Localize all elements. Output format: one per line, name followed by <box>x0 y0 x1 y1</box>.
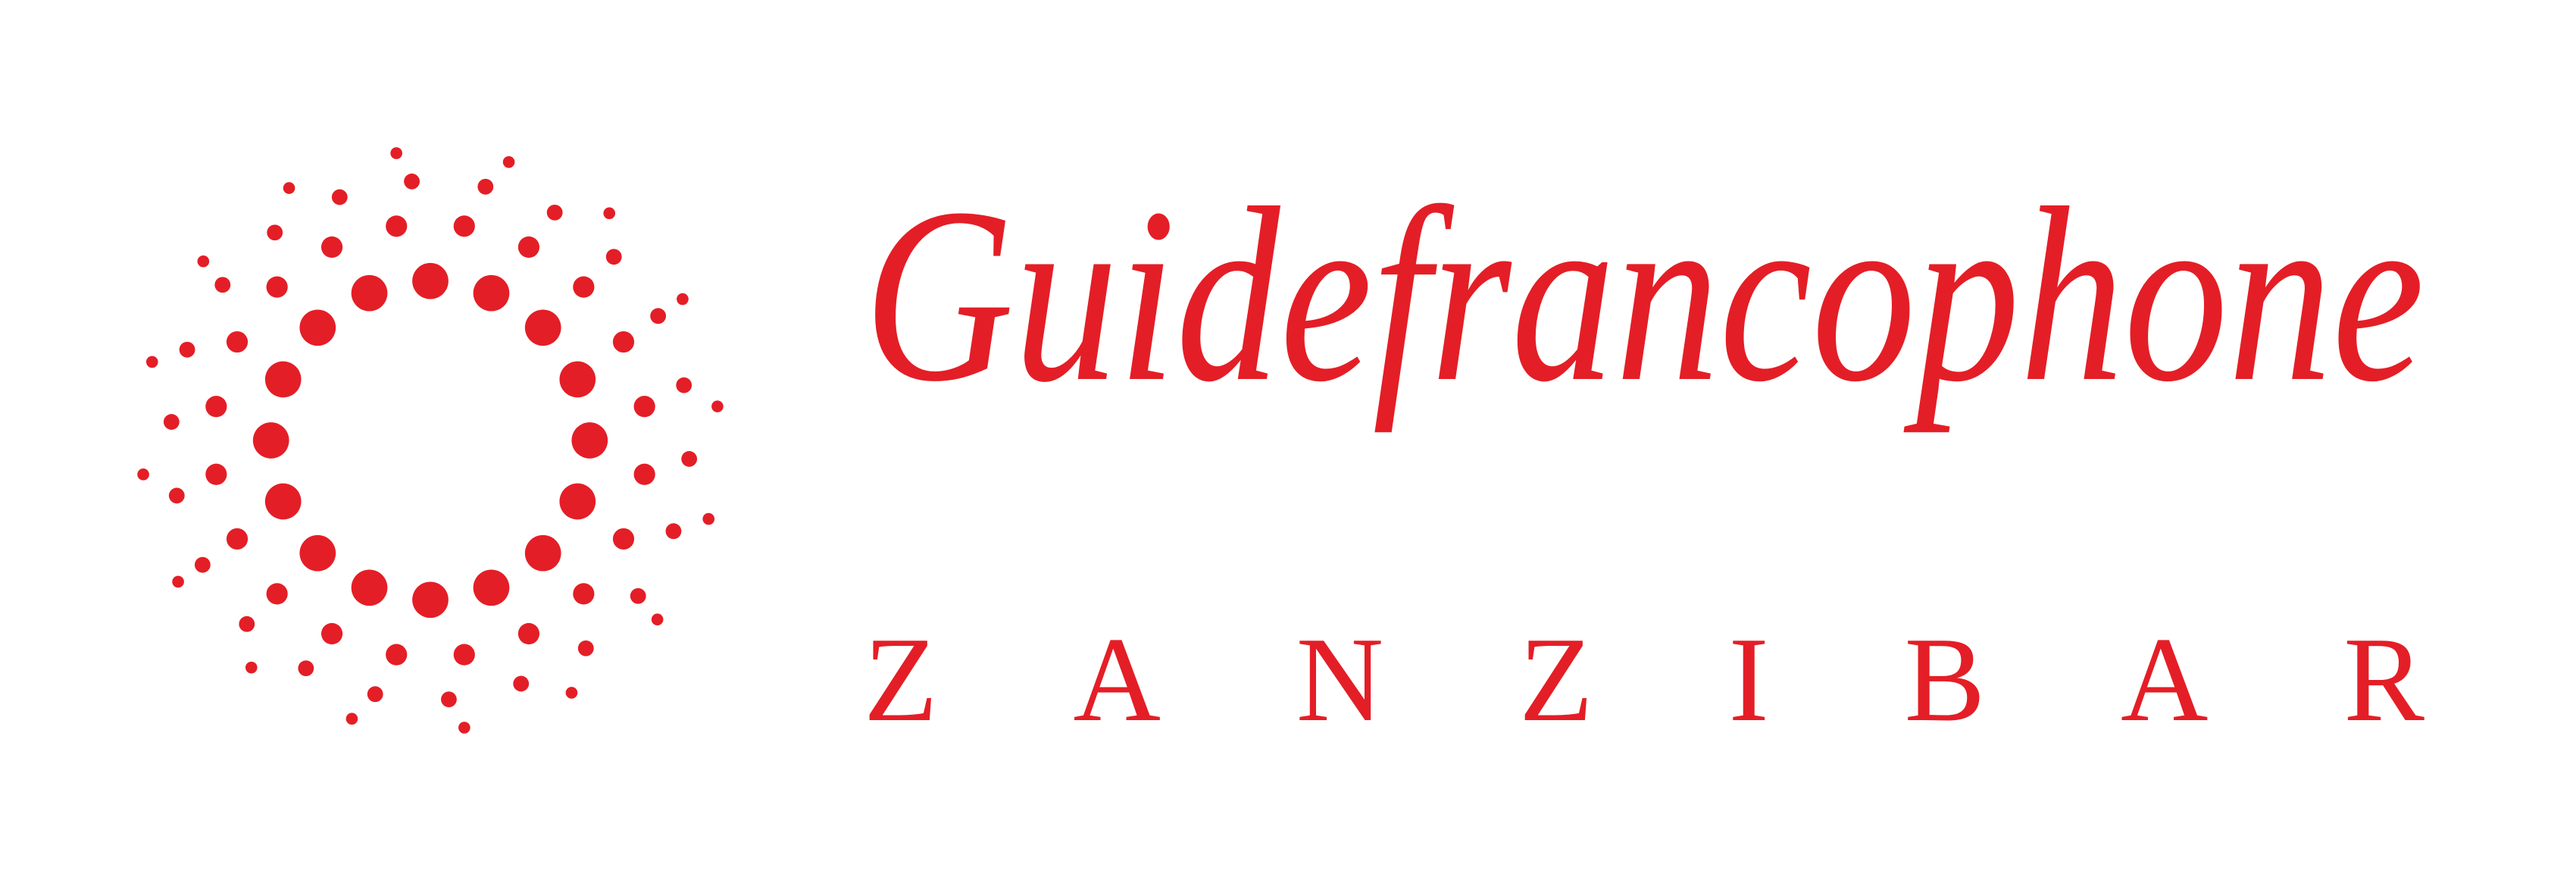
dot <box>214 277 231 293</box>
dot <box>386 644 408 666</box>
dot <box>299 534 336 572</box>
dot <box>266 276 288 298</box>
dot <box>612 330 635 353</box>
dot <box>351 274 388 312</box>
dot <box>473 569 510 606</box>
dot <box>264 361 302 398</box>
dot <box>571 422 608 459</box>
dot <box>524 309 561 346</box>
dot <box>205 396 227 418</box>
dot <box>711 400 724 412</box>
dot <box>633 463 655 485</box>
dot <box>145 356 158 368</box>
dot <box>320 236 343 258</box>
dot <box>650 308 667 324</box>
dot <box>577 640 594 656</box>
dot <box>298 660 314 677</box>
dot <box>513 675 530 692</box>
dot <box>603 207 616 220</box>
dot <box>205 463 227 485</box>
dot <box>179 341 195 358</box>
dot <box>252 422 289 459</box>
dot <box>239 616 255 632</box>
dot <box>390 147 402 159</box>
dot <box>441 691 457 708</box>
dot <box>404 173 420 190</box>
dot <box>630 587 646 604</box>
dot <box>163 414 180 430</box>
dot <box>546 204 563 221</box>
dot <box>453 215 475 237</box>
dot <box>345 713 358 725</box>
dot <box>651 613 664 626</box>
dot <box>245 661 258 674</box>
dot <box>559 361 596 398</box>
dot <box>559 483 596 520</box>
dot <box>573 583 595 605</box>
dot <box>502 155 515 168</box>
dot <box>367 686 383 703</box>
dot <box>573 276 595 298</box>
dot <box>320 622 343 645</box>
dot <box>477 178 494 195</box>
dot <box>665 523 682 540</box>
dot <box>605 249 622 265</box>
dot <box>412 581 449 619</box>
dot <box>168 487 185 504</box>
dot <box>283 182 295 194</box>
dot <box>517 622 540 645</box>
dot <box>676 377 692 393</box>
dot <box>137 468 149 481</box>
dot <box>226 330 249 353</box>
dot <box>458 722 470 734</box>
dot <box>351 569 388 606</box>
dot <box>612 528 635 550</box>
dot <box>331 189 348 205</box>
dot <box>677 293 689 305</box>
dot <box>412 262 449 299</box>
dot <box>386 215 408 237</box>
dot <box>473 274 510 312</box>
dot <box>524 534 561 572</box>
dot <box>226 528 249 550</box>
dot <box>264 483 302 520</box>
dot <box>453 644 475 666</box>
brand-name: Guidefrancophone <box>864 157 2424 434</box>
dot <box>517 236 540 258</box>
dot-ring <box>137 147 724 734</box>
dot <box>266 583 288 605</box>
dot <box>172 575 184 588</box>
dot <box>702 512 715 525</box>
dot <box>565 687 578 699</box>
dot <box>267 224 283 241</box>
dot <box>633 396 655 418</box>
dot <box>197 255 210 268</box>
dot <box>299 309 336 346</box>
dot <box>681 451 698 467</box>
dot <box>194 556 211 573</box>
